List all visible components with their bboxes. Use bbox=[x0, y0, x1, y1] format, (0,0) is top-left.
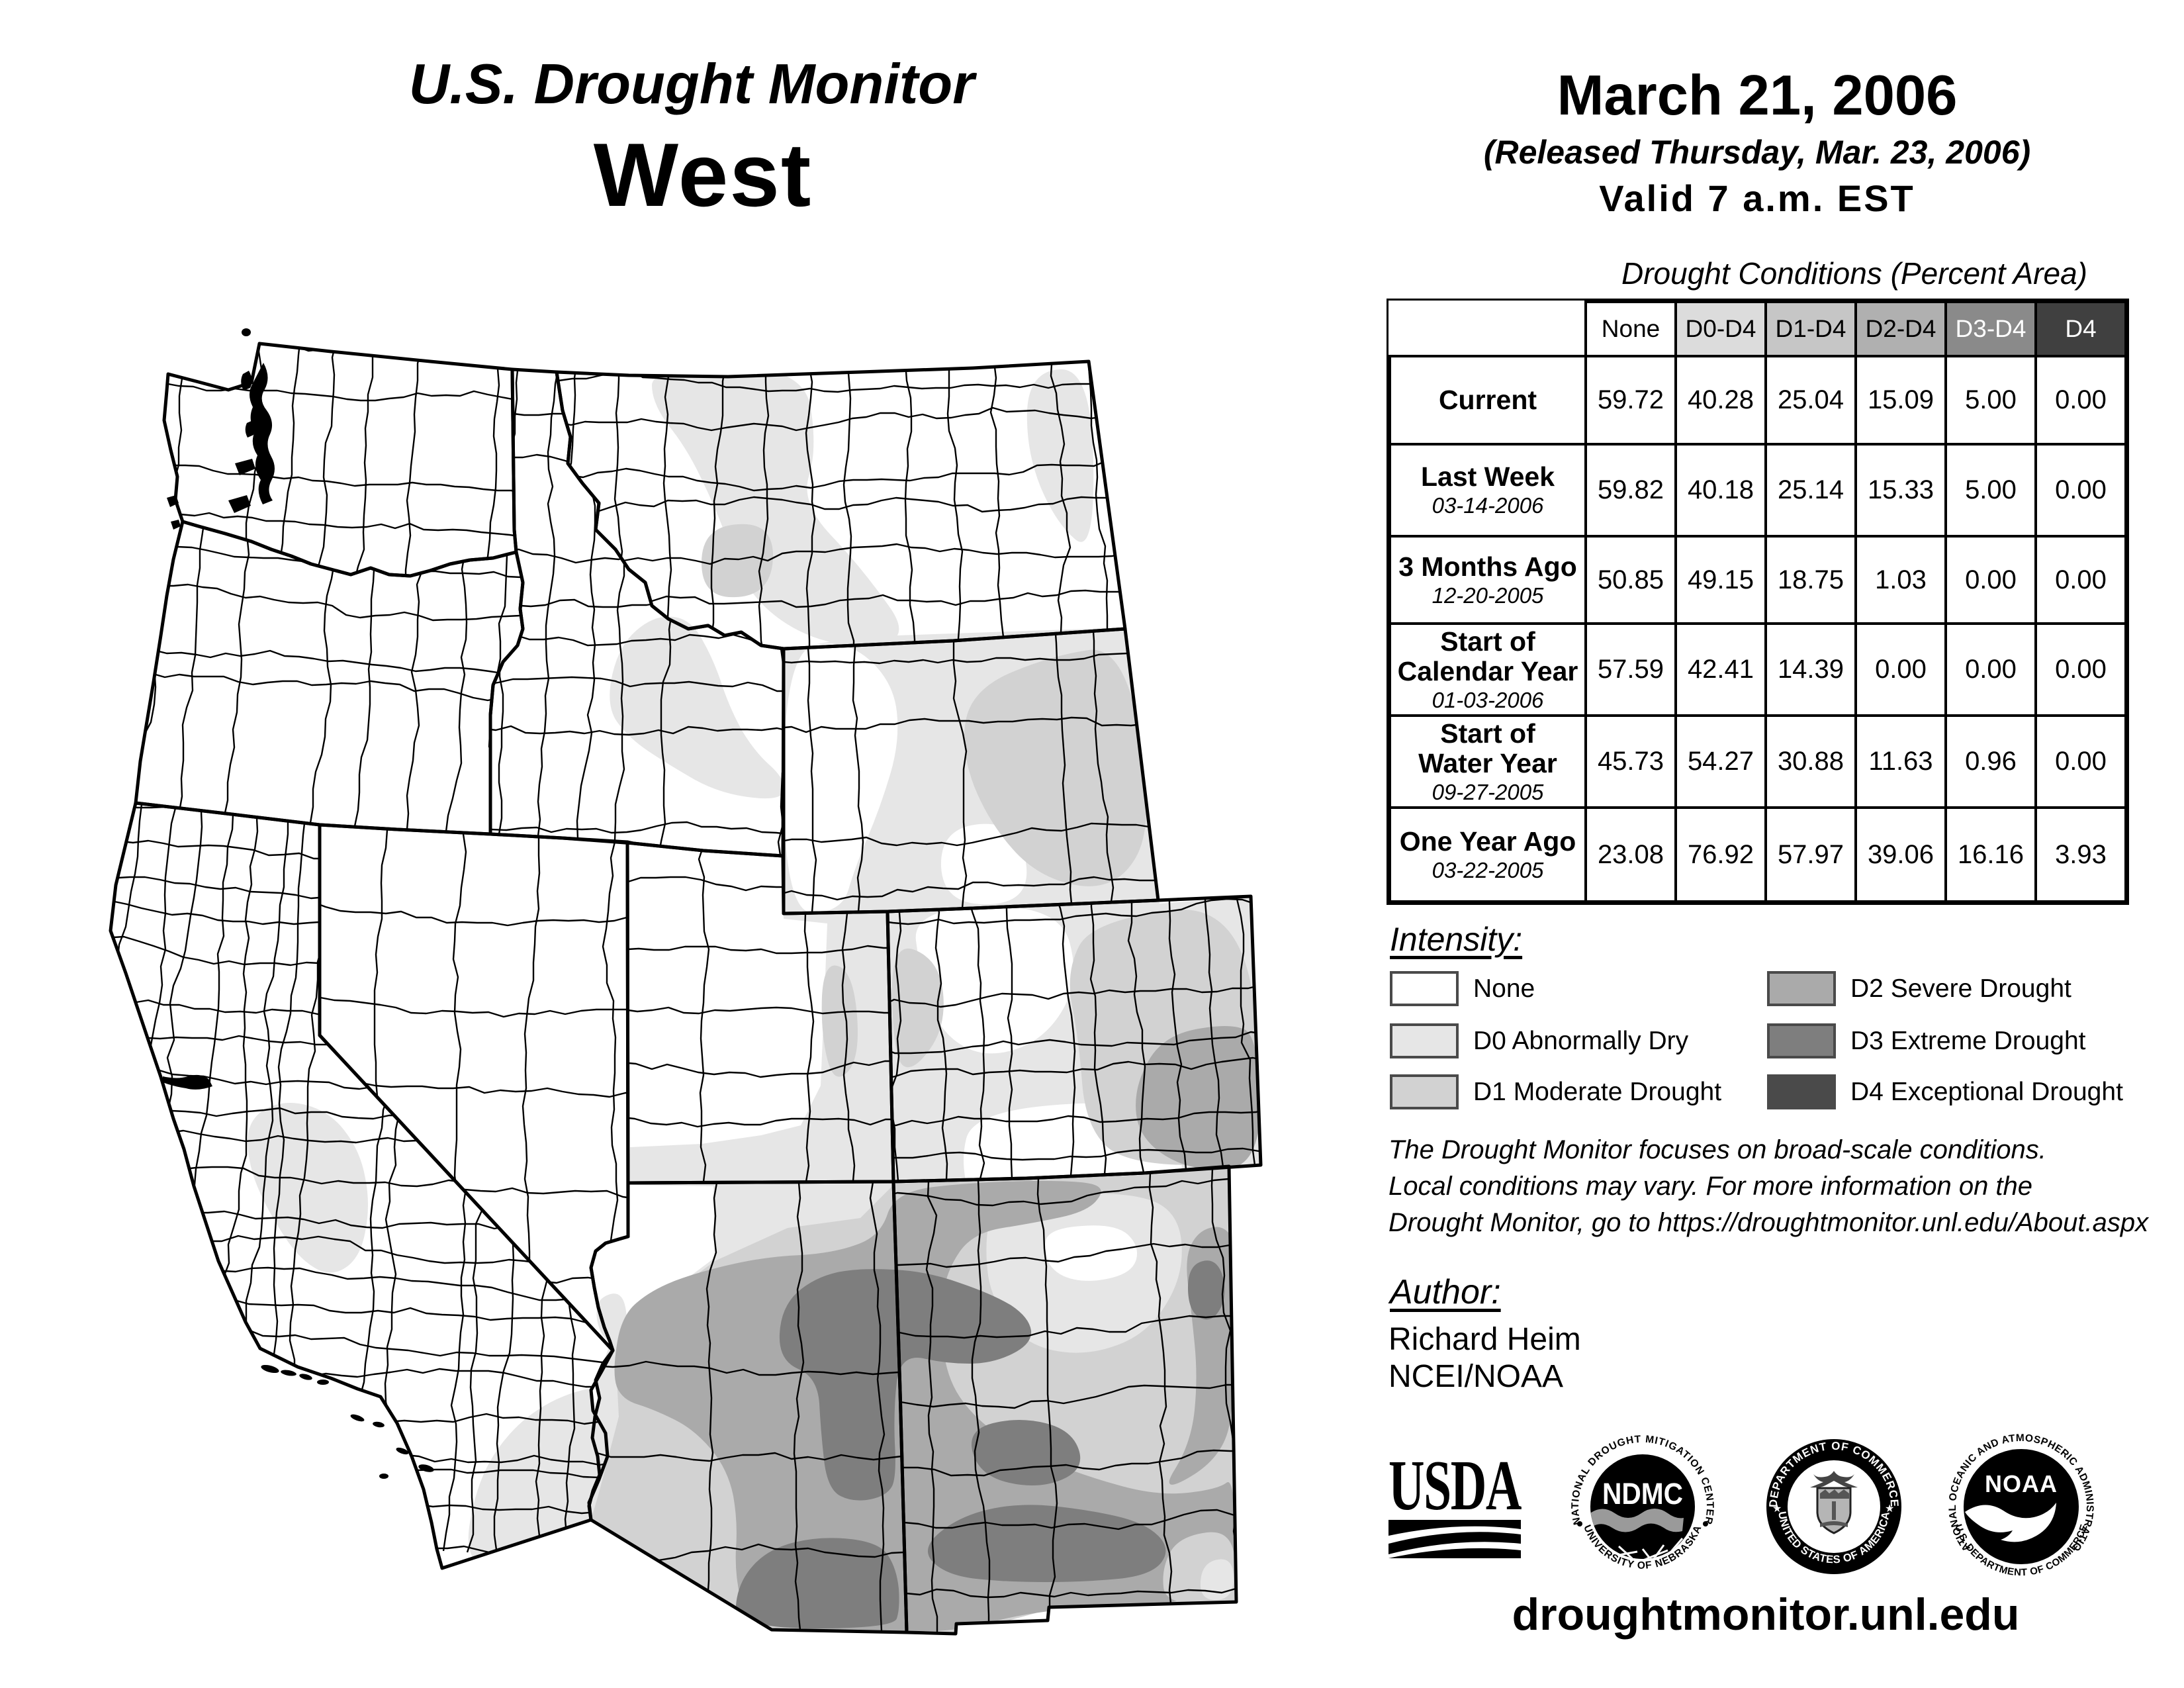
svg-text:NOAA: NOAA bbox=[1985, 1470, 2058, 1497]
svg-text:NDMC: NDMC bbox=[1602, 1477, 1683, 1511]
svg-text:★: ★ bbox=[1885, 1503, 1894, 1515]
svg-text:NATIONAL OCEANIC AND ATMOSPHER: NATIONAL OCEANIC AND ATMOSPHERIC ADMINIS… bbox=[0, 0, 2095, 1554]
svg-text:★: ★ bbox=[1772, 1503, 1782, 1515]
svg-text:USDA: USDA bbox=[1388, 1446, 1522, 1525]
